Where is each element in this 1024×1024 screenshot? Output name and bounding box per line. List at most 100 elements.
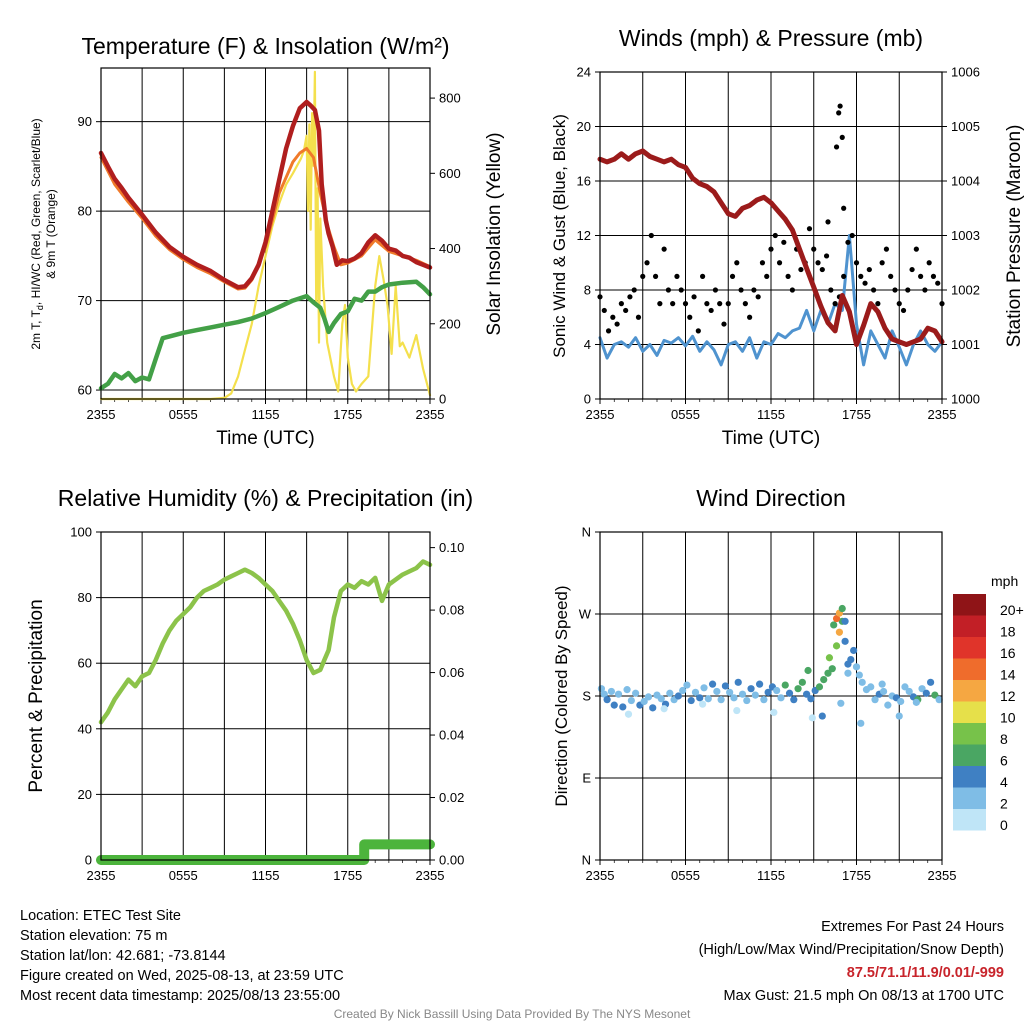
y2-tick-label: 400 bbox=[439, 241, 461, 256]
legend-label: 6 bbox=[1000, 752, 1008, 768]
gust-point bbox=[670, 301, 676, 307]
direction-point bbox=[743, 696, 751, 705]
direction-point bbox=[708, 680, 717, 688]
gust-point bbox=[627, 294, 633, 300]
gust-point bbox=[614, 321, 620, 327]
direction-point bbox=[815, 683, 824, 691]
gust-point bbox=[729, 273, 736, 279]
x-tick-label: 1755 bbox=[333, 868, 362, 883]
direction-point bbox=[901, 683, 909, 691]
gust-point bbox=[704, 301, 710, 307]
y2-axis-label: Solar Insolation (Yellow) bbox=[484, 132, 505, 335]
direction-point bbox=[777, 694, 785, 702]
gust-point bbox=[648, 232, 654, 239]
y-axis-label: Percent & Precipitation bbox=[26, 599, 47, 792]
direction-point bbox=[603, 696, 611, 704]
series-line-station-pressure bbox=[597, 148, 945, 347]
chart-title: Wind Direction bbox=[696, 485, 846, 511]
legend-swatch bbox=[953, 615, 986, 637]
direction-point bbox=[770, 708, 778, 717]
direction-point bbox=[619, 703, 627, 711]
x-tick-label: 1155 bbox=[252, 407, 280, 422]
direction-point bbox=[884, 701, 892, 709]
gust-point bbox=[875, 301, 881, 307]
y-tick-label: S bbox=[582, 689, 591, 704]
gust-point bbox=[896, 301, 902, 307]
direction-point bbox=[679, 686, 687, 695]
direction-point bbox=[627, 696, 635, 705]
y-tick-label: 40 bbox=[78, 721, 92, 736]
y-tick-label: 12 bbox=[577, 228, 591, 243]
y-axis-label-line2: & 9m T (Orange) bbox=[44, 189, 58, 279]
direction-point bbox=[858, 678, 866, 686]
direction-point bbox=[717, 696, 725, 704]
gust-point bbox=[871, 287, 877, 293]
direction-point bbox=[733, 706, 741, 715]
direction-point bbox=[699, 700, 707, 708]
direction-point bbox=[852, 663, 861, 671]
gust-point bbox=[798, 266, 804, 273]
y2-tick-label: 1000 bbox=[951, 392, 980, 407]
gust-point bbox=[734, 260, 740, 266]
gust-point bbox=[849, 232, 855, 239]
direction-point bbox=[660, 705, 668, 713]
direction-point bbox=[614, 690, 623, 698]
direction-point bbox=[844, 669, 852, 677]
gust-point bbox=[751, 287, 757, 293]
x-tick-label: 2355 bbox=[416, 407, 445, 422]
legend-label: 16 bbox=[1000, 645, 1016, 661]
direction-point bbox=[738, 690, 747, 698]
direction-point bbox=[824, 669, 832, 677]
gust-point bbox=[909, 266, 915, 273]
y2-tick-label: 1005 bbox=[951, 119, 980, 134]
y-tick-label: 4 bbox=[584, 337, 591, 352]
direction-point bbox=[640, 697, 648, 706]
legend-swatch bbox=[953, 680, 986, 702]
gust-point bbox=[926, 260, 932, 266]
gust-point bbox=[781, 239, 787, 245]
extremes-values: 87.5/71.1/11.9/0.01/-999 bbox=[846, 965, 1004, 981]
direction-point bbox=[764, 688, 772, 696]
y2-tick-label: 1001 bbox=[951, 337, 980, 352]
y2-tick-label: 0.10 bbox=[439, 540, 464, 555]
gust-point bbox=[905, 287, 911, 293]
direction-point bbox=[835, 628, 844, 636]
chart-panel-3: 2355 0555 1155 1755 2355 Relative Humidity (%… bbox=[26, 485, 473, 883]
gust-point bbox=[888, 273, 894, 279]
direction-point bbox=[696, 694, 704, 702]
direction-point bbox=[850, 646, 858, 655]
y-tick-label: W bbox=[579, 607, 592, 622]
direction-point bbox=[600, 690, 608, 698]
direction-point bbox=[922, 689, 930, 697]
x-tick-label: 0555 bbox=[671, 407, 700, 422]
direction-point bbox=[649, 704, 657, 712]
direction-point bbox=[730, 694, 738, 702]
gust-point bbox=[841, 205, 847, 211]
gust-point bbox=[853, 260, 860, 266]
direction-point bbox=[666, 689, 674, 697]
y-axis-label: Sonic Wind & Gust (Blue, Black) bbox=[550, 114, 569, 358]
y-tick-label: 0 bbox=[584, 392, 591, 407]
y-axis-label-part: d bbox=[35, 305, 45, 310]
y2-tick-label: 1002 bbox=[951, 283, 980, 298]
gust-point bbox=[883, 246, 890, 252]
gust-point bbox=[742, 301, 748, 307]
direction-point bbox=[828, 665, 836, 673]
x-tick-label: 1155 bbox=[757, 868, 785, 883]
x-tick-label: 2355 bbox=[586, 407, 615, 422]
direction-point bbox=[818, 712, 826, 720]
gust-point bbox=[845, 239, 851, 245]
direction-point bbox=[747, 685, 755, 693]
direction-point bbox=[931, 691, 939, 699]
gust-point bbox=[828, 287, 834, 293]
y2-tick-label: 0.08 bbox=[439, 603, 464, 618]
y2-tick-label: 0.06 bbox=[439, 665, 464, 680]
direction-point bbox=[726, 688, 734, 696]
direction-point bbox=[897, 697, 905, 706]
series-line-solar-insolation bbox=[99, 70, 432, 401]
legend-label: 0 bbox=[1000, 817, 1008, 833]
y-tick-label: 0 bbox=[85, 853, 92, 868]
y-axis-label: 2m T, Td, HI/WC (Red, Green, Scarlet/Blu… bbox=[29, 118, 45, 349]
extremes-title: Extremes For Past 24 Hours bbox=[821, 919, 1004, 935]
gust-point bbox=[661, 246, 667, 252]
